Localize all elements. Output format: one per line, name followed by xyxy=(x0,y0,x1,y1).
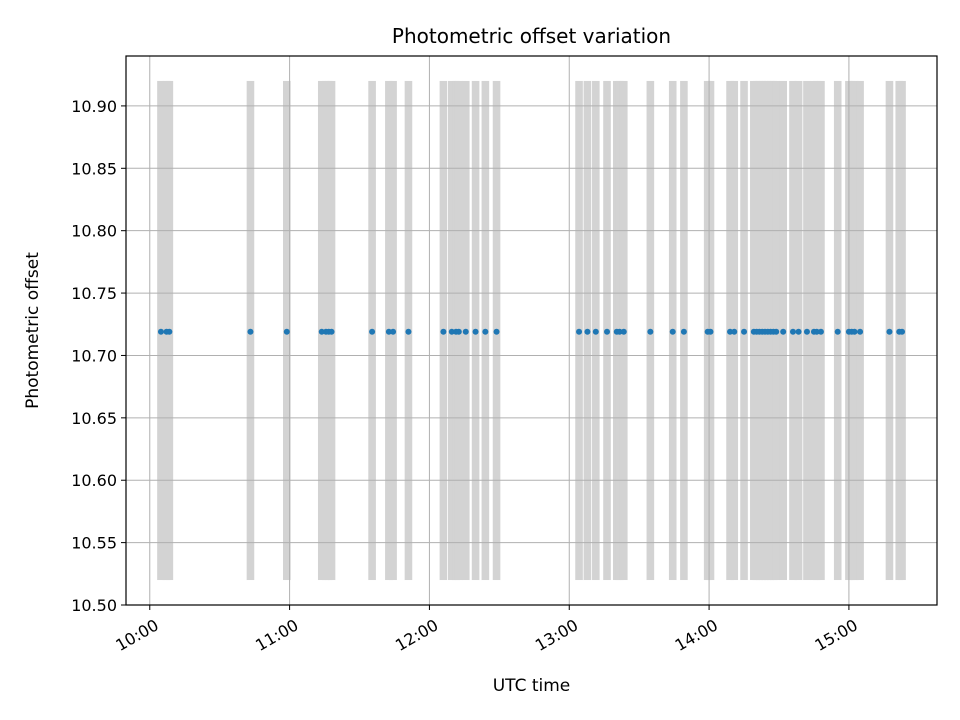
data-point xyxy=(369,328,376,335)
y-tick-label: 10.70 xyxy=(71,346,117,365)
data-point xyxy=(851,328,858,335)
data-point xyxy=(857,328,864,335)
data-point xyxy=(834,328,841,335)
data-point xyxy=(669,328,676,335)
data-point xyxy=(448,328,455,335)
data-point xyxy=(385,328,392,335)
data-point xyxy=(813,328,820,335)
data-point xyxy=(455,328,462,335)
data-point xyxy=(727,328,734,335)
y-tick-label: 10.90 xyxy=(71,97,117,116)
data-point xyxy=(707,328,714,335)
data-point xyxy=(616,328,623,335)
data-point xyxy=(493,328,500,335)
data-point xyxy=(899,328,906,335)
data-point xyxy=(166,328,173,335)
data-point xyxy=(886,328,893,335)
y-tick-label: 10.80 xyxy=(71,222,117,241)
data-point xyxy=(741,328,748,335)
y-tick-label: 10.85 xyxy=(71,159,117,178)
data-point xyxy=(247,328,254,335)
data-point xyxy=(440,328,447,335)
data-point xyxy=(780,328,787,335)
plot-frame xyxy=(125,55,938,606)
data-point xyxy=(482,328,489,335)
data-point xyxy=(405,328,412,335)
y-axis-ticks: 10.50 10.55 10.60 10.65 10.70 10.75 10.80 10.85… xyxy=(71,97,126,615)
y-tick-label: 10.50 xyxy=(71,596,117,615)
chart-title: Photometric offset variation xyxy=(392,24,671,48)
data-point xyxy=(620,328,627,335)
data-point xyxy=(789,328,796,335)
data-points xyxy=(157,328,906,335)
data-point xyxy=(680,328,687,335)
data-point xyxy=(584,328,591,335)
data-point xyxy=(795,328,802,335)
data-point xyxy=(157,328,164,335)
data-point xyxy=(773,328,780,335)
data-point xyxy=(390,328,397,335)
x-axis-title: UTC time xyxy=(493,676,571,696)
y-tick-label: 10.65 xyxy=(71,409,117,428)
data-point xyxy=(604,328,611,335)
data-point xyxy=(592,328,599,335)
data-point xyxy=(318,328,325,335)
y-axis-title: Photometric offset xyxy=(23,252,43,409)
data-point xyxy=(462,328,469,335)
y-tick-label: 10.55 xyxy=(71,534,117,553)
y-tick-label: 10.60 xyxy=(71,471,117,490)
data-point xyxy=(328,328,335,335)
data-point xyxy=(283,328,290,335)
data-point xyxy=(647,328,654,335)
data-point xyxy=(803,328,810,335)
data-point xyxy=(576,328,583,335)
data-point xyxy=(817,328,824,335)
data-point xyxy=(472,328,479,335)
data-point xyxy=(731,328,738,335)
y-tick-label: 10.75 xyxy=(71,284,117,303)
